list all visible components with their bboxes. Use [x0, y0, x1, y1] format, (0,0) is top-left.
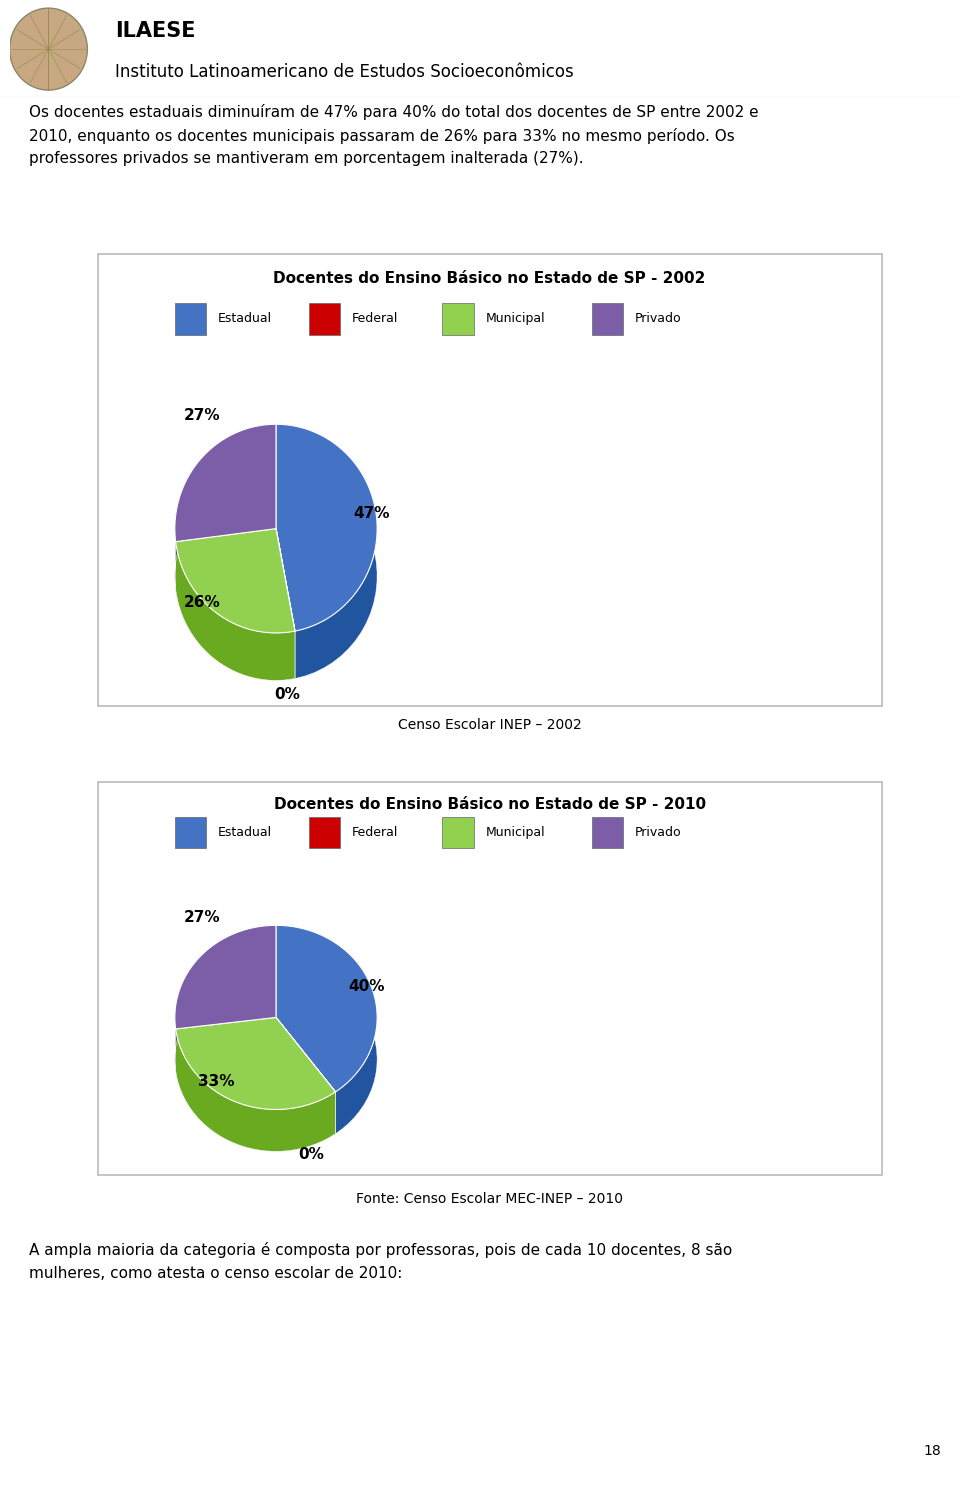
- Text: Instituto Latinoamericano de Estudos Socioeconômicos: Instituto Latinoamericano de Estudos Soc…: [115, 62, 574, 80]
- FancyBboxPatch shape: [592, 304, 623, 335]
- Polygon shape: [276, 926, 377, 1134]
- Polygon shape: [176, 542, 295, 680]
- Polygon shape: [276, 424, 377, 679]
- Text: 0%: 0%: [275, 687, 300, 702]
- Polygon shape: [276, 1018, 335, 1092]
- FancyBboxPatch shape: [308, 817, 340, 848]
- Text: 33%: 33%: [198, 1074, 235, 1089]
- Text: 40%: 40%: [348, 979, 384, 994]
- FancyBboxPatch shape: [175, 304, 206, 335]
- Polygon shape: [175, 926, 276, 1028]
- Polygon shape: [276, 926, 377, 1092]
- Polygon shape: [175, 926, 276, 1071]
- Text: Municipal: Municipal: [486, 826, 545, 839]
- Text: Docentes do Ensino Básico no Estado de SP - 2002: Docentes do Ensino Básico no Estado de S…: [274, 271, 706, 286]
- Text: 0%: 0%: [299, 1147, 324, 1162]
- Text: Estadual: Estadual: [218, 826, 272, 839]
- Polygon shape: [176, 1028, 335, 1152]
- Text: Privado: Privado: [636, 826, 682, 839]
- Text: 27%: 27%: [184, 408, 221, 423]
- Text: 26%: 26%: [183, 595, 220, 610]
- Polygon shape: [176, 1018, 335, 1110]
- FancyBboxPatch shape: [443, 304, 474, 335]
- Ellipse shape: [10, 7, 87, 91]
- Polygon shape: [176, 528, 295, 632]
- Polygon shape: [276, 528, 295, 631]
- FancyBboxPatch shape: [98, 254, 881, 705]
- Text: 18: 18: [924, 1443, 941, 1458]
- Text: Privado: Privado: [636, 312, 682, 324]
- Text: 27%: 27%: [184, 909, 221, 924]
- FancyBboxPatch shape: [98, 783, 881, 1174]
- Text: Fonte: Censo Escolar MEC-INEP – 2010: Fonte: Censo Escolar MEC-INEP – 2010: [356, 1192, 623, 1207]
- Text: Docentes do Ensino Básico no Estado de SP - 2010: Docentes do Ensino Básico no Estado de S…: [274, 798, 706, 812]
- Text: Federal: Federal: [351, 312, 398, 324]
- Text: Municipal: Municipal: [486, 312, 545, 324]
- Text: Estadual: Estadual: [218, 312, 272, 324]
- Text: 47%: 47%: [353, 506, 390, 521]
- FancyBboxPatch shape: [592, 817, 623, 848]
- FancyBboxPatch shape: [308, 304, 340, 335]
- Polygon shape: [276, 424, 377, 631]
- Text: Federal: Federal: [351, 826, 398, 839]
- FancyBboxPatch shape: [175, 817, 206, 848]
- FancyBboxPatch shape: [443, 817, 474, 848]
- Text: Os docentes estaduais diminuíram de 47% para 40% do total dos docentes de SP ent: Os docentes estaduais diminuíram de 47% …: [29, 104, 758, 167]
- Text: ILAESE: ILAESE: [115, 21, 196, 42]
- Polygon shape: [175, 424, 276, 542]
- Polygon shape: [175, 424, 276, 589]
- Text: Censo Escolar INEP – 2002: Censo Escolar INEP – 2002: [397, 719, 582, 732]
- Text: A ampla maioria da categoria é composta por professoras, pois de cada 10 docente: A ampla maioria da categoria é composta …: [29, 1242, 732, 1281]
